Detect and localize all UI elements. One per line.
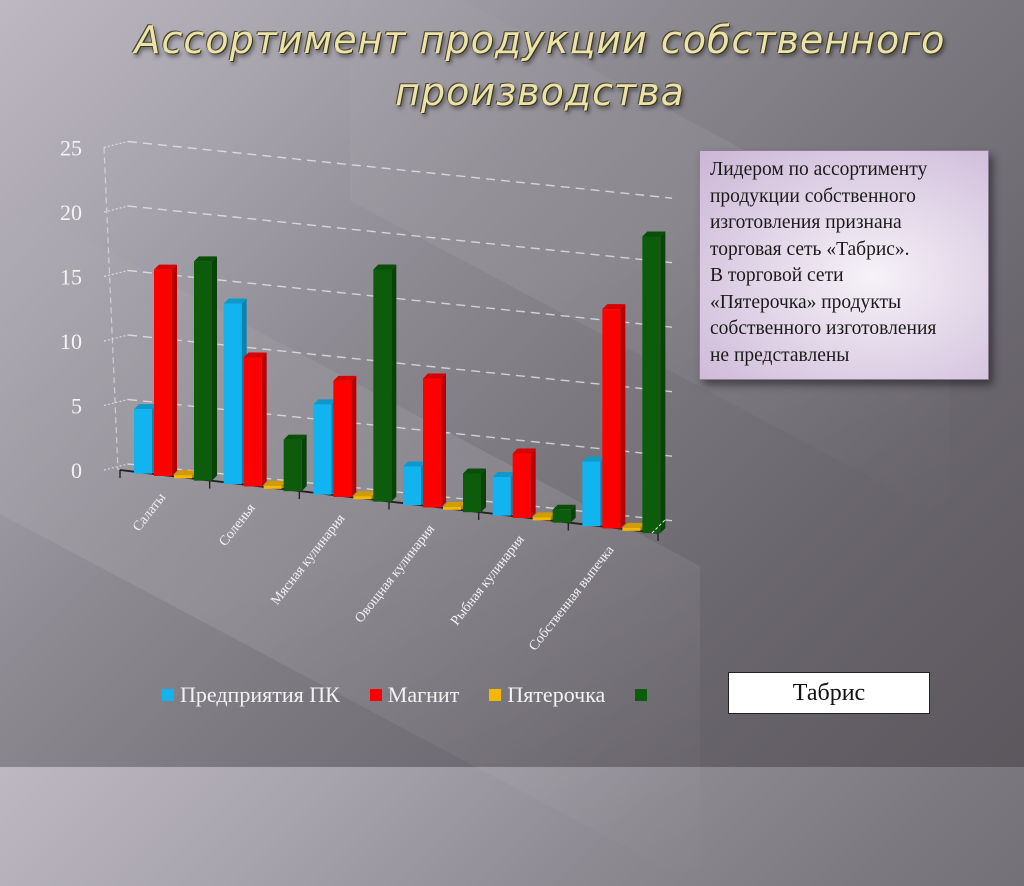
note-line: изготовления признана (710, 212, 902, 233)
y-tick-label: 10 (60, 329, 82, 354)
y-tick-label: 15 (60, 265, 82, 290)
legend-swatch-icon (489, 689, 502, 701)
slide-title: Ассортимент продукции собственного произ… (100, 14, 980, 118)
bar (622, 522, 646, 531)
bar (492, 471, 516, 516)
bar (154, 264, 177, 476)
y-tick-label: 0 (71, 458, 82, 483)
legend-item-magnit: Магнит (369, 682, 460, 708)
bar (532, 512, 556, 521)
bar (283, 434, 307, 492)
bar (602, 304, 626, 529)
bar (642, 231, 666, 534)
bar (423, 373, 446, 508)
bar (512, 448, 536, 518)
note-line: не представлены (710, 344, 850, 366)
tabris-label-box: Табрис (728, 672, 930, 714)
note-box: Лидером по ассортименту продукции собств… (699, 150, 989, 380)
slide-title-line-1: Ассортимент продукции собственного (134, 18, 946, 62)
bar (194, 256, 217, 481)
bar-chart: 0 5 10 15 20 25 Салаты Соленья Мясная кулинария О… (60, 136, 673, 654)
bar (582, 456, 606, 527)
bar (333, 375, 357, 497)
legend-label: Магнит (387, 682, 460, 707)
bar (313, 399, 337, 495)
bar (443, 501, 466, 510)
legend-swatch-icon (635, 689, 648, 701)
bar (403, 461, 426, 506)
note-line: Лидером по ассортименту (710, 159, 928, 180)
y-tick-label: 20 (60, 200, 82, 225)
note-line: торговая сеть «Табрис». (710, 238, 910, 260)
bars (134, 231, 666, 534)
gridlines (103, 140, 673, 522)
bar (373, 264, 397, 502)
x-tick-label: Овощная кулинария (352, 522, 438, 626)
slide-title-line-2: производства (395, 70, 685, 114)
legend-label: Пятерочка (507, 682, 606, 707)
legend-label: Предприятия ПК (180, 682, 340, 707)
bar (243, 352, 267, 487)
tabris-label: Табрис (792, 679, 866, 706)
chart-legend: Предприятия ПК Магнит Пятерочка (162, 678, 683, 712)
bar (463, 468, 486, 513)
y-tick-label: 5 (71, 394, 82, 419)
legend-item-pyaterochka: Пятерочка (489, 682, 605, 708)
note-line: продукции собственного (710, 185, 916, 207)
note-line: «Пятерочка» продукты (710, 291, 902, 313)
bar (263, 480, 287, 489)
bar (174, 470, 197, 479)
note-line: собственного изготовления (710, 318, 937, 339)
bar (353, 491, 377, 500)
bar (223, 298, 247, 485)
x-tick-label: Собственная выпечка (526, 543, 618, 654)
note-line: В торговой сети (710, 265, 844, 286)
legend-item-pk: Предприятия ПК (162, 682, 340, 708)
bar (552, 504, 576, 523)
y-tick-label: 25 (60, 136, 82, 161)
y-axis-labels: 0 5 10 15 20 25 (60, 136, 82, 484)
x-tick-label: Рыбная кулинария (448, 532, 528, 628)
x-tick-label: Мясная кулинария (268, 511, 348, 608)
x-tick-label: Салаты (130, 490, 169, 534)
legend-swatch-icon (369, 689, 382, 701)
legend-item-tabris (635, 689, 653, 701)
bar (134, 404, 157, 474)
x-tick-label: Соленья (216, 501, 259, 550)
legend-swatch-icon (162, 689, 174, 701)
